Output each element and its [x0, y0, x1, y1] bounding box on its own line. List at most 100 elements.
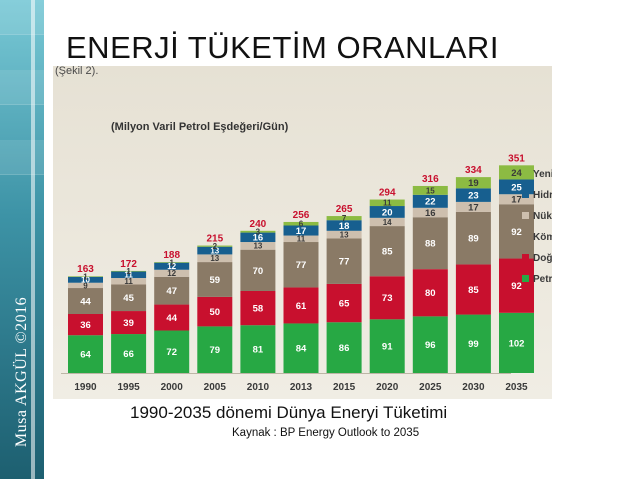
bar-segment	[412, 185, 448, 195]
bar-segment	[154, 262, 190, 263]
bar-value-label: 79	[210, 345, 221, 356]
x-tick-label: 2015	[333, 382, 356, 393]
bar-value-label: 20	[382, 207, 393, 218]
bar-segment	[68, 282, 103, 289]
bar-value-label: 12	[167, 269, 176, 278]
bar-segment	[369, 199, 405, 207]
bar-segment	[240, 249, 276, 291]
bar-total-label: 172	[120, 259, 137, 270]
bar-segment	[369, 206, 405, 218]
bar-segment	[369, 276, 405, 320]
bar-value-label: 47	[166, 286, 177, 297]
bar-segment	[197, 245, 233, 247]
bar-segment	[111, 271, 147, 279]
bar-segment	[154, 304, 190, 331]
legend: Yenilenebilir Hidro Nükleer Kömür Doğal Gaz P…	[522, 169, 552, 285]
bar-value-label: 80	[425, 288, 436, 299]
bar-segment	[283, 225, 319, 236]
bar-segment	[68, 314, 103, 336]
bar-segment	[455, 177, 491, 189]
bar-segment	[68, 276, 103, 277]
bar-segment	[197, 262, 233, 297]
bar-value-label: 19	[468, 178, 479, 189]
bar-value-label: 13	[210, 254, 219, 263]
bar-total-label: 334	[465, 165, 482, 176]
bar-segment	[326, 283, 362, 323]
page-title: ENERJİ TÜKETİM ORANLARI	[66, 30, 499, 65]
legend-swatch	[522, 275, 529, 282]
bar-value-label: 7	[342, 214, 347, 223]
x-tick-label: 2020	[376, 382, 399, 393]
bar-value-label: 88	[425, 239, 436, 250]
bar-value-label: 70	[253, 266, 264, 277]
bar-value-label: 11	[124, 271, 133, 280]
chart-unit-label: (Milyon Varil Petrol Eşdeğeri/Gün)	[111, 121, 289, 133]
bar-value-label: 59	[210, 275, 221, 286]
bar-value-label: 18	[339, 221, 350, 232]
bar-segment	[68, 288, 103, 314]
bar-segment	[154, 269, 190, 277]
bar-segment	[455, 264, 491, 315]
bar-value-label: 11	[124, 277, 133, 286]
bar-total-label: 215	[206, 234, 223, 245]
bar-total-label: 240	[250, 219, 267, 230]
bar-segment	[283, 242, 319, 288]
bar-value-label: 50	[210, 307, 221, 318]
bar-segment	[111, 334, 147, 373]
bar-value-label: 73	[382, 293, 393, 304]
bar-value-label: 85	[468, 285, 479, 296]
bar-value-label: 15	[426, 186, 435, 195]
bars-layer: 6436449101163199066394511111172199572444…	[68, 153, 534, 393]
bar-segment	[412, 269, 448, 317]
bar-segment	[412, 194, 448, 208]
legend-label: Yenilenebilir	[533, 169, 552, 180]
sidebar-decoration: Musa AKGÜL ©2016	[0, 0, 44, 479]
bar-segment	[369, 226, 405, 277]
bar-segment	[369, 319, 405, 373]
stacked-bar-chart: (Şekil 2). (Milyon Varil Petrol Eşdeğeri…	[55, 66, 552, 393]
legend-label: Nükleer	[533, 211, 552, 222]
bar-segment	[111, 311, 147, 335]
bar-total-label: 256	[293, 210, 310, 221]
bar-segment	[240, 325, 276, 373]
legend-label: Doğal Gaz	[533, 253, 552, 264]
bar-value-label: 36	[80, 320, 91, 331]
bar-segment	[455, 211, 491, 265]
bar-value-label: 1	[169, 258, 174, 267]
bar-value-label: 1	[126, 267, 131, 276]
bar-value-label: 17	[296, 226, 307, 237]
legend-swatch	[522, 233, 529, 240]
bar-value-label: 66	[123, 349, 134, 360]
bar-value-label: 64	[80, 350, 91, 361]
legend-label: Kömür	[533, 232, 552, 243]
bar-segment	[499, 194, 534, 205]
bar-segment	[197, 296, 233, 327]
bar-value-label: 16	[425, 208, 436, 219]
bar-segment	[154, 276, 190, 305]
legend-swatch	[522, 212, 529, 219]
bar-segment	[499, 179, 534, 195]
legend-swatch	[522, 170, 529, 177]
bar-total-label: 265	[336, 204, 353, 215]
legend-swatch	[522, 191, 529, 198]
bar-value-label: 96	[425, 340, 436, 351]
bar-total-label: 351	[508, 153, 525, 164]
bar-value-label: 81	[253, 345, 264, 356]
bar-segment	[499, 258, 534, 313]
bar-value-label: 89	[468, 234, 479, 245]
bar-value-label: 45	[123, 293, 134, 304]
sidebar-tile	[0, 140, 44, 175]
bar-segment	[68, 276, 103, 283]
bar-value-label: 61	[296, 301, 307, 312]
chart-image: (Şekil 2). (Milyon Varil Petrol Eşdeğeri…	[53, 66, 552, 399]
sidebar-tile	[0, 0, 44, 35]
x-tick-label: 1995	[117, 382, 140, 393]
bar-segment	[326, 216, 362, 221]
bar-value-label: 16	[253, 233, 264, 244]
bar-value-label: 44	[166, 313, 177, 324]
legend-label: Hidro	[533, 190, 552, 201]
bar-segment	[240, 242, 276, 250]
bar-value-label: 91	[382, 342, 393, 353]
x-tick-label: 2005	[204, 382, 227, 393]
source-note: Kaynak : BP Energy Outlook to 2035	[232, 427, 420, 439]
